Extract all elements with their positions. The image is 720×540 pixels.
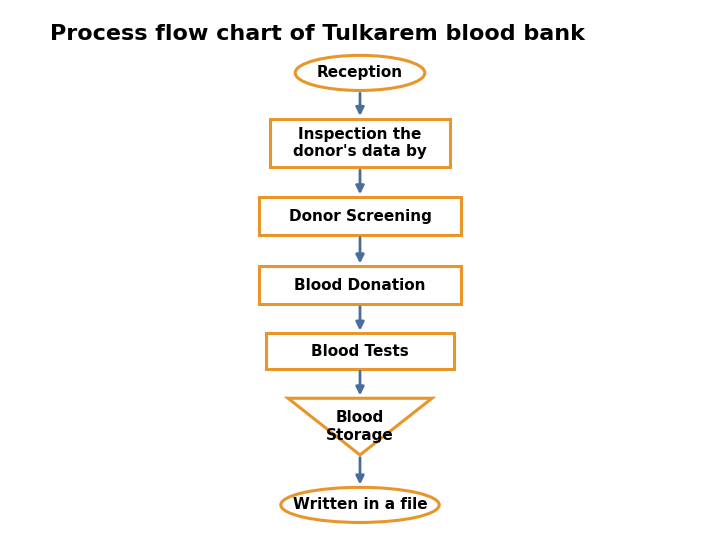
Text: Blood Tests: Blood Tests xyxy=(311,343,409,359)
Text: Process flow chart of Tulkarem blood bank: Process flow chart of Tulkarem blood ban… xyxy=(50,24,585,44)
Bar xyxy=(270,119,450,167)
Bar xyxy=(259,266,461,304)
Text: Blood
Storage: Blood Storage xyxy=(326,410,394,443)
Polygon shape xyxy=(288,399,432,455)
Text: Donor Screening: Donor Screening xyxy=(289,208,431,224)
Text: Blood Donation: Blood Donation xyxy=(294,278,426,293)
Text: Written in a file: Written in a file xyxy=(293,497,427,512)
Ellipse shape xyxy=(295,55,425,90)
Text: Inspection the
donor's data by: Inspection the donor's data by xyxy=(293,127,427,159)
Bar xyxy=(259,197,461,235)
Bar xyxy=(266,333,454,368)
Ellipse shape xyxy=(281,487,439,523)
Text: Reception: Reception xyxy=(317,65,403,80)
